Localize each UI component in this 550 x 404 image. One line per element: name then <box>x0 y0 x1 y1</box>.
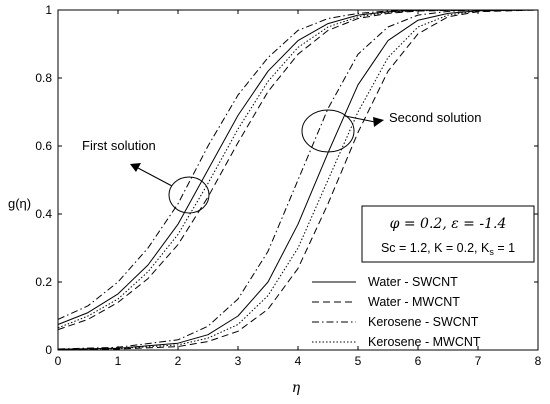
param-line-2: Sc = 1.2, K = 0.2, Ks = 1 <box>381 241 515 257</box>
first-solution-arrowhead <box>130 163 141 172</box>
y-tick-label: 0.8 <box>35 71 52 85</box>
legend-label: Water - SWCNT <box>368 275 458 289</box>
legend-label: Kerosene - SWCNT <box>368 315 479 329</box>
axis-ticks: 0 1 2 3 4 5 6 7 8 0 0.2 0.4 0.6 0.8 1 <box>35 3 541 368</box>
y-tick-label: 0.4 <box>35 207 52 221</box>
second-solution-label: Second solution <box>389 110 482 125</box>
second-solution-arrowhead <box>373 117 384 127</box>
first-solution-label: First solution <box>82 138 156 153</box>
second-solution-arrow-line <box>344 115 376 123</box>
series-1-first-solution-line <box>57 9 538 325</box>
series-1-second-solution-line <box>57 9 539 350</box>
series-2-first-solution-line <box>57 9 538 331</box>
first-solution-ellipse <box>168 176 210 214</box>
x-tick-label: 3 <box>235 354 242 368</box>
first-solution-arrow-line <box>137 167 173 187</box>
x-tick-label: 1 <box>115 354 122 368</box>
y-tick-label: 0 <box>45 343 52 357</box>
x-tick-label: 6 <box>415 354 422 368</box>
plot-area <box>57 9 539 351</box>
series-3-second-solution-line <box>57 9 538 350</box>
series-2-second-solution-line <box>57 9 539 351</box>
legend-label: Water - MWCNT <box>368 295 460 309</box>
x-tick-label: 2 <box>175 354 182 368</box>
legend: Water - SWCNT Water - MWCNT Kerosene - SWC… <box>312 275 481 349</box>
x-tick-label: 7 <box>475 354 482 368</box>
second-solution-ellipse <box>301 109 355 153</box>
y-tick-label: 0.6 <box>35 139 52 153</box>
param-line-1: φ = 0.2, ε = -1.4 <box>390 216 507 232</box>
y-axis-label: g(η) <box>8 196 31 211</box>
annotations: First solution Second solution <box>82 109 482 214</box>
x-tick-label: 4 <box>295 354 302 368</box>
series-4-first-solution-line <box>57 9 538 329</box>
y-tick-label: 1 <box>45 3 52 17</box>
legend-label: Kerosene - MWCNT <box>368 335 481 349</box>
x-tick-label: 0 <box>55 354 62 368</box>
y-tick-label: 0.2 <box>35 275 52 289</box>
x-axis-label: η <box>292 380 301 396</box>
x-tick-label: 8 <box>535 354 542 368</box>
parameter-box: φ = 0.2, ε = -1.4 Sc = 1.2, K = 0.2, Ks … <box>361 205 535 263</box>
x-tick-label: 5 <box>355 354 362 368</box>
series-4-second-solution-line <box>57 9 539 350</box>
plot-frame <box>57 9 539 351</box>
series-3-first-solution-line <box>57 9 538 320</box>
data-series <box>57 9 539 351</box>
